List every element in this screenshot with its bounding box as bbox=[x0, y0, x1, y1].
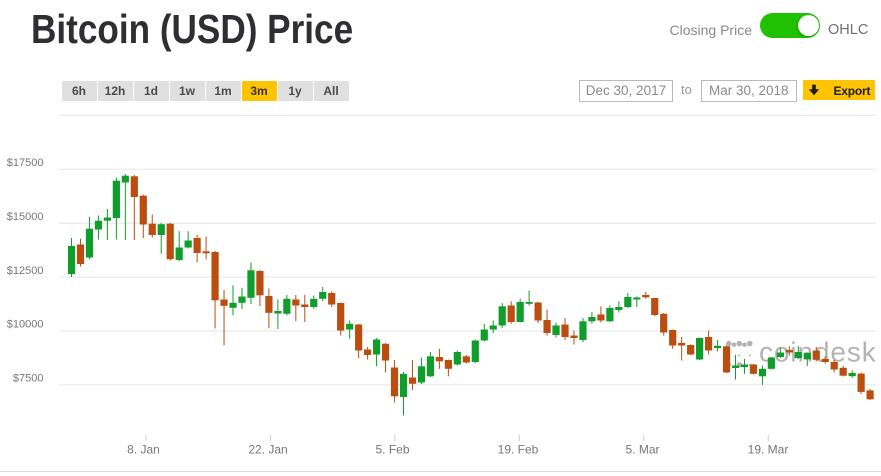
svg-text:5. Feb: 5. Feb bbox=[375, 443, 409, 457]
svg-text:$12500: $12500 bbox=[7, 265, 44, 277]
svg-text:$15000: $15000 bbox=[7, 211, 44, 223]
svg-text:19. Feb: 19. Feb bbox=[498, 443, 539, 457]
svg-text:19. Mar: 19. Mar bbox=[748, 443, 789, 457]
svg-text:22. Jan: 22. Jan bbox=[248, 443, 287, 457]
svg-text:8. Jan: 8. Jan bbox=[127, 443, 160, 457]
svg-text:$7500: $7500 bbox=[13, 373, 44, 385]
svg-text:5. Mar: 5. Mar bbox=[625, 443, 659, 457]
svg-text:$10000: $10000 bbox=[7, 319, 44, 331]
svg-text:$17500: $17500 bbox=[7, 157, 44, 169]
